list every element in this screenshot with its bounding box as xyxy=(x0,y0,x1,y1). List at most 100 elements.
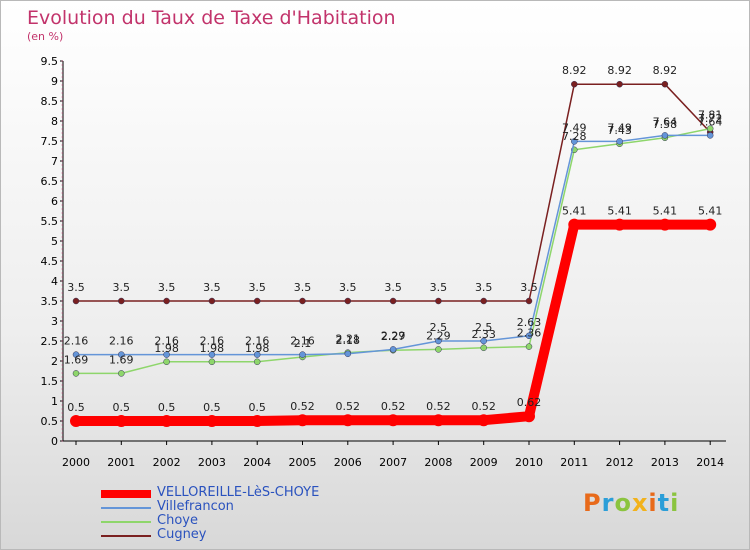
data-point xyxy=(477,414,490,427)
data-label: 2.5 xyxy=(475,321,493,334)
data-label: 7.43 xyxy=(607,124,632,137)
data-label: 2.36 xyxy=(517,327,542,340)
y-tick-label: 2.5 xyxy=(41,335,59,348)
data-point xyxy=(480,297,487,305)
data-point xyxy=(661,80,669,88)
y-tick-label: 4 xyxy=(51,275,58,288)
data-point xyxy=(571,80,578,88)
data-point xyxy=(435,337,442,345)
data-point xyxy=(480,344,487,352)
data-label: 3.5 xyxy=(113,281,131,294)
legend-swatch xyxy=(101,490,151,498)
chart-title: Evolution du Taux de Taxe d'Habitation xyxy=(27,7,396,29)
y-tick-label: 9.5 xyxy=(41,55,59,68)
data-label: 2.29 xyxy=(426,329,451,342)
data-point xyxy=(251,415,264,427)
y-tick-label: 3.5 xyxy=(41,295,59,308)
data-point xyxy=(118,297,125,305)
x-tick-label: 2003 xyxy=(198,456,226,469)
data-point xyxy=(523,410,535,423)
data-label: 3.5 xyxy=(520,281,538,294)
data-point xyxy=(299,351,306,358)
data-label: 3.5 xyxy=(158,281,176,294)
data-label: 7.64 xyxy=(653,115,678,128)
data-label: 8.92 xyxy=(607,64,632,77)
data-label: 0.62 xyxy=(517,396,542,409)
data-label: 0.52 xyxy=(290,400,315,413)
data-label: 3.5 xyxy=(67,281,85,294)
data-label: 2.5 xyxy=(430,321,448,334)
data-point xyxy=(163,351,170,358)
data-label: 2.18 xyxy=(336,334,361,347)
data-point xyxy=(389,297,397,305)
data-point xyxy=(344,297,352,305)
x-tick-label: 2014 xyxy=(696,456,724,469)
data-point xyxy=(658,218,671,231)
y-tick-label: 4.5 xyxy=(41,255,59,268)
data-label: 7.28 xyxy=(562,130,587,143)
data-point xyxy=(160,415,173,427)
data-point xyxy=(525,343,533,350)
data-point xyxy=(704,218,717,231)
data-label: 3.5 xyxy=(248,281,266,294)
data-label: 0.52 xyxy=(381,400,406,413)
data-point xyxy=(613,218,626,231)
y-tick-label: 2 xyxy=(51,355,58,368)
data-label: 0.5 xyxy=(203,401,221,414)
data-point xyxy=(480,337,487,345)
data-label: 3.5 xyxy=(475,281,493,294)
legend-swatch xyxy=(101,535,151,537)
chart-unit: (en %) xyxy=(27,30,64,43)
data-label: 5.41 xyxy=(607,205,632,218)
data-point xyxy=(208,297,216,305)
y-tick-label: 8.5 xyxy=(41,95,59,108)
data-label: 0.5 xyxy=(248,401,266,414)
data-point xyxy=(706,132,714,139)
data-point xyxy=(432,414,445,427)
data-point xyxy=(525,297,533,305)
data-point xyxy=(163,358,170,366)
series-line-0 xyxy=(76,219,711,426)
data-point xyxy=(253,351,261,358)
x-tick-label: 2004 xyxy=(243,456,271,469)
data-label: 7.81 xyxy=(698,109,723,122)
data-label: 0.52 xyxy=(471,400,496,413)
y-tick-label: 5.5 xyxy=(41,215,59,228)
data-label: 0.5 xyxy=(158,401,176,414)
data-label: 1.69 xyxy=(109,353,134,366)
x-tick-label: 2010 xyxy=(515,456,543,469)
data-label: 3.5 xyxy=(339,281,357,294)
data-point xyxy=(387,414,400,427)
proxiti-logo: Proxiti xyxy=(583,489,680,517)
data-label: 0.5 xyxy=(67,401,85,414)
data-label: 1.98 xyxy=(245,342,270,355)
data-point xyxy=(568,218,581,231)
data-label: 8.92 xyxy=(562,64,587,77)
x-tick-label: 2012 xyxy=(606,456,634,469)
data-label: 3.5 xyxy=(203,281,221,294)
legend-label: Choye xyxy=(157,513,198,528)
data-point xyxy=(72,370,80,377)
data-label: 5.41 xyxy=(698,205,723,218)
data-label: 5.41 xyxy=(562,205,587,218)
data-label: 3.5 xyxy=(430,281,448,294)
x-tick-label: 2001 xyxy=(107,456,135,469)
y-tick-label: 6.5 xyxy=(41,175,59,188)
data-point xyxy=(525,332,533,340)
data-point xyxy=(661,132,669,139)
data-point xyxy=(115,415,128,427)
data-label: 2.1 xyxy=(294,337,312,350)
y-tick-label: 0.5 xyxy=(41,415,59,428)
x-tick-label: 2008 xyxy=(424,456,452,469)
data-point xyxy=(208,358,216,366)
data-label: 3.5 xyxy=(384,281,402,294)
y-tick-label: 1.5 xyxy=(41,375,59,388)
y-tick-label: 0 xyxy=(51,435,58,448)
data-label: 2.16 xyxy=(200,335,225,348)
data-point xyxy=(389,346,397,353)
data-point xyxy=(344,350,352,358)
data-point xyxy=(341,414,354,427)
data-label: 2.29 xyxy=(381,329,406,342)
y-tick-label: 6 xyxy=(51,195,58,208)
